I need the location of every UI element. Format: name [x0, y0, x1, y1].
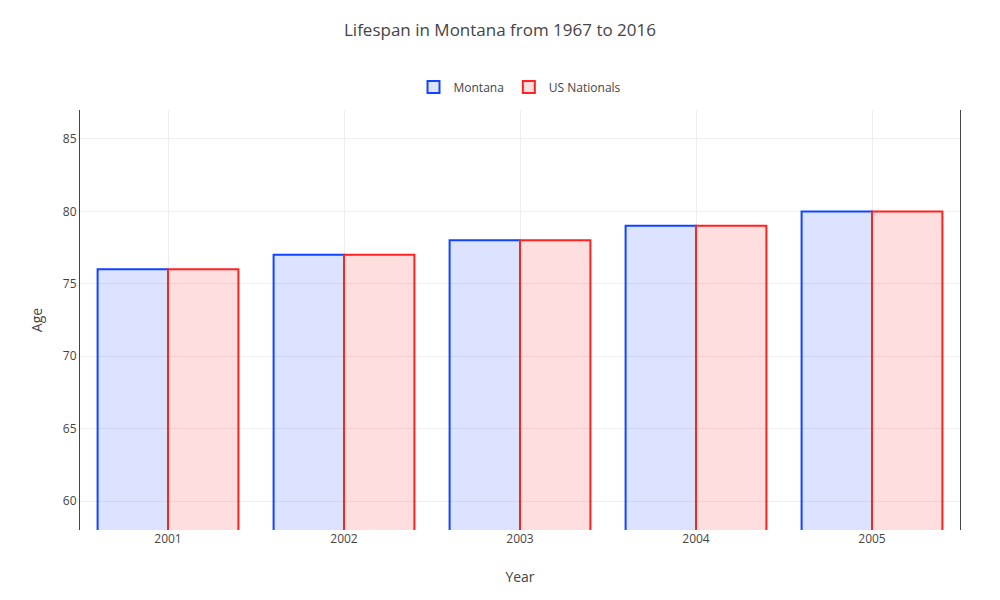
svg-text:65: 65: [63, 420, 77, 437]
svg-text:Age: Age: [27, 308, 46, 332]
svg-text:70: 70: [63, 347, 77, 364]
svg-text:60: 60: [63, 492, 77, 509]
svg-text:80: 80: [63, 203, 77, 220]
svg-text:Lifespan in Montana from 1967: Lifespan in Montana from 1967 to 2016: [344, 18, 656, 41]
svg-text:Year: Year: [505, 567, 534, 586]
svg-text:2002: 2002: [330, 530, 358, 547]
svg-text:75: 75: [63, 275, 77, 292]
svg-text:2003: 2003: [506, 530, 534, 547]
svg-text:2001: 2001: [154, 530, 181, 547]
svg-text:85: 85: [63, 130, 77, 147]
svg-text:2004: 2004: [682, 530, 710, 547]
svg-text:Montana: Montana: [454, 79, 504, 96]
svg-text:US Nationals: US Nationals: [549, 79, 621, 96]
svg-text:2005: 2005: [858, 530, 886, 547]
